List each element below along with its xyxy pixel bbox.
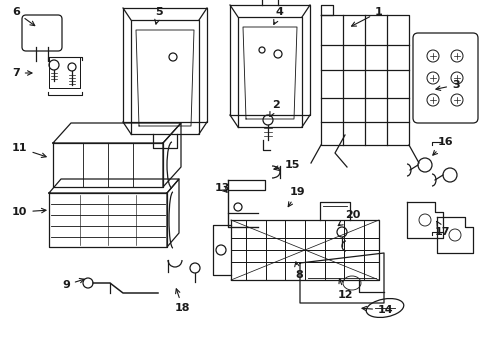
Text: 10: 10 [12, 207, 46, 217]
Text: 4: 4 [273, 7, 284, 24]
Text: 1: 1 [351, 7, 382, 26]
Text: 16: 16 [432, 137, 453, 155]
Text: 8: 8 [294, 262, 302, 280]
Text: 13: 13 [215, 183, 230, 193]
Text: 7: 7 [12, 68, 32, 78]
FancyBboxPatch shape [22, 15, 62, 51]
Text: 3: 3 [435, 80, 459, 90]
Text: 14: 14 [361, 305, 393, 315]
Text: 17: 17 [434, 221, 449, 237]
Text: 15: 15 [273, 160, 300, 170]
Text: 2: 2 [269, 100, 279, 116]
Text: 12: 12 [337, 279, 353, 300]
Text: 19: 19 [287, 187, 305, 207]
FancyBboxPatch shape [412, 33, 477, 123]
Text: 20: 20 [338, 210, 360, 226]
Text: 6: 6 [12, 7, 35, 26]
Text: 5: 5 [155, 7, 163, 24]
Text: 11: 11 [12, 143, 46, 157]
Text: 18: 18 [175, 289, 190, 313]
Text: 9: 9 [62, 278, 84, 290]
